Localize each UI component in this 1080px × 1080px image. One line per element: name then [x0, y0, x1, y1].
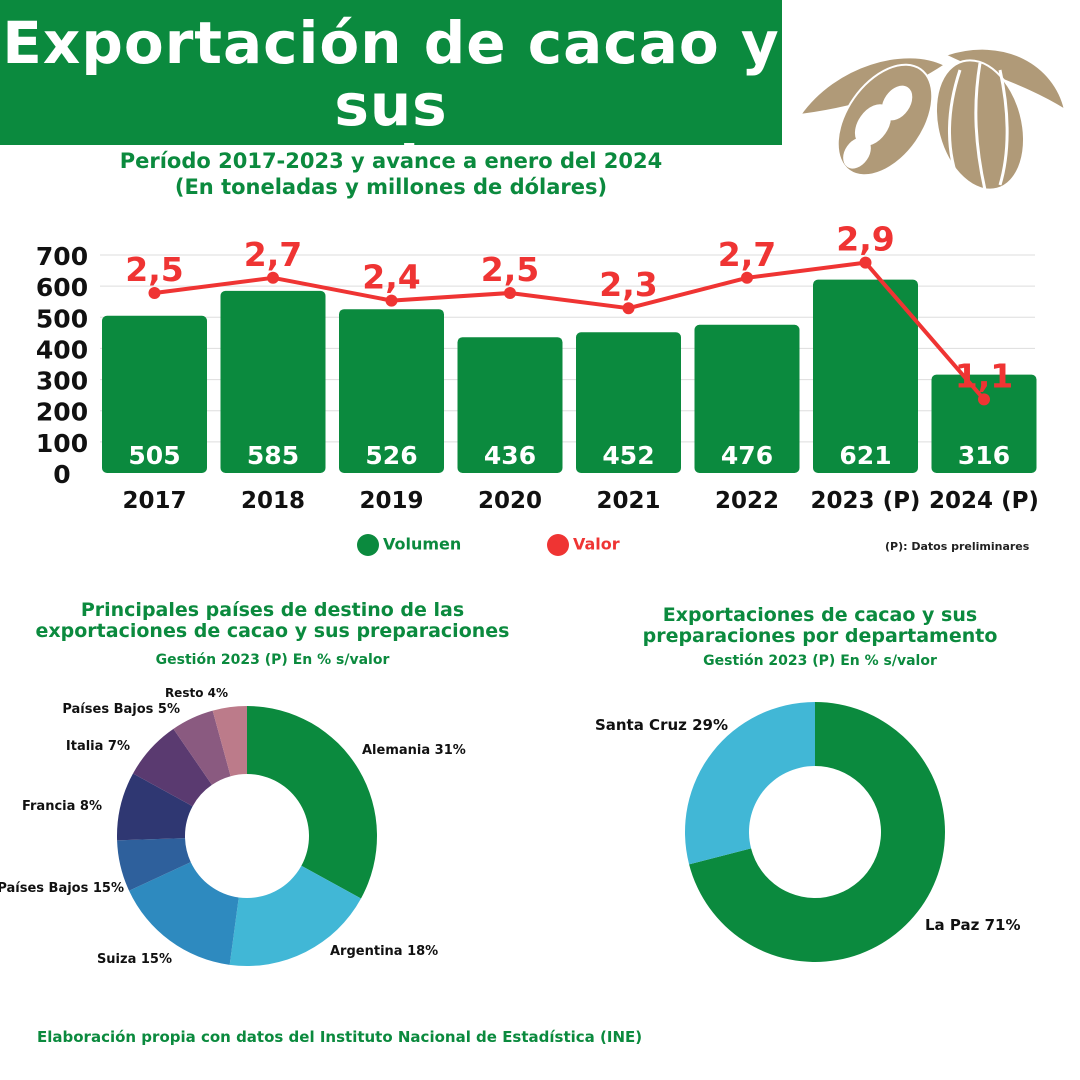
bar-2018 — [220, 290, 326, 473]
destination-title-line-1: Principales países de destino de las — [80, 599, 465, 621]
valor-point — [978, 393, 990, 406]
slice-argentina — [229, 865, 362, 966]
y-tick-label: 500 — [36, 304, 88, 333]
destination-title-line-2: exportaciones de cacao y sus preparacion… — [35, 620, 510, 642]
cacao-pod-icon — [797, 31, 1067, 190]
bar-2019 — [339, 309, 444, 473]
department-title-line-1: Exportaciones de cacao y sus — [662, 604, 978, 626]
bar-2021 — [576, 332, 681, 473]
valor-point — [385, 294, 398, 307]
bar-2017 — [102, 315, 207, 473]
valor-point — [741, 271, 753, 284]
bar-value-label: 526 — [365, 441, 417, 470]
bar-value-label: 476 — [721, 441, 773, 470]
slice-label: Suiza 15% — [97, 952, 172, 967]
bar-2024 (P) — [931, 374, 1037, 473]
slice-la — [689, 702, 945, 962]
chart-subtitle: Período 2017-2023 y avance a enero del 2… — [0, 148, 782, 200]
source-footer: Elaboración propia con datos del Institu… — [37, 1028, 643, 1046]
legend-valor-marker — [547, 534, 569, 556]
slice-label: Resto 4% — [165, 686, 228, 700]
valor-label: 2,3 — [599, 265, 657, 304]
preliminary-note: (P): Datos preliminares — [885, 540, 1030, 553]
slice-resto — [212, 706, 247, 777]
valor-line — [154, 260, 986, 401]
bar-2023 (P) — [813, 279, 918, 473]
slice-label: Países Bajos 5% — [62, 702, 180, 717]
valor-label: 2,7 — [718, 235, 776, 274]
destination-chart-subtitle: Gestión 2023 (P) En % s/valor — [155, 652, 390, 668]
y-tick-label: 100 — [36, 429, 88, 458]
title-line-2: preparaciones en Bolivia — [99, 133, 683, 263]
legend-volumen-marker — [357, 534, 379, 556]
slice-francia — [116, 773, 193, 841]
valor-point — [859, 256, 872, 269]
slice-países — [173, 710, 231, 785]
bar-value-label: 505 — [128, 441, 180, 470]
valor-label: 1,1 — [955, 356, 1013, 395]
y-tick-label: 700 — [36, 242, 88, 271]
department-title-line-2: preparaciones por departamento — [642, 625, 998, 647]
y-tick-label: 300 — [36, 367, 88, 396]
slice-label: Italia 7% — [66, 739, 130, 754]
legend-volumen-label: Volumen — [383, 534, 462, 554]
x-tick-label: 2024 (P) — [929, 488, 1039, 514]
destination-chart-title: Principales países de destino de las exp… — [20, 600, 525, 642]
department-chart-subtitle: Gestión 2023 (P) En % s/valor — [703, 653, 937, 669]
legend-valor: Valor — [547, 534, 620, 556]
x-tick-label: 2023 (P) — [811, 488, 921, 514]
valor-label: 2,9 — [836, 220, 894, 259]
bar-value-label: 585 — [247, 441, 299, 470]
bar-value-label: 316 — [958, 441, 1010, 470]
page-title: Exportación de cacao y sus preparaciones… — [0, 0, 782, 260]
slice-santa — [685, 702, 815, 865]
x-tick-label: 2019 — [359, 488, 423, 514]
bar-value-label: 621 — [839, 441, 891, 470]
valor-point — [504, 287, 516, 299]
legend-volumen: Volumen — [357, 534, 461, 556]
x-tick-label: 2018 — [241, 488, 305, 514]
valor-label: 2,4 — [362, 258, 420, 297]
x-tick-label: 2021 — [596, 488, 660, 514]
subtitle-line-1: Período 2017-2023 y avance a enero del 2… — [119, 149, 663, 173]
destination-donut-chart: Alemania 31% Argentina 18% Suiza 15% Países… — [0, 686, 466, 967]
valor-label: 2,7 — [244, 235, 302, 274]
slice-label: Alemania 31% — [362, 743, 466, 758]
valor-label: 2,5 — [481, 250, 539, 289]
slice-alemania — [247, 706, 377, 899]
slice-label: Argentina 18% — [330, 944, 438, 959]
department-chart-title: Exportaciones de cacao y sus preparacion… — [575, 605, 1065, 647]
department-donut-chart: La Paz 71% Santa Cruz 29% — [595, 702, 1020, 962]
bar-value-label: 452 — [602, 441, 654, 470]
bar-2020 — [457, 337, 563, 473]
slice-países — [117, 838, 191, 891]
valor-point — [622, 302, 635, 315]
slice-italia — [132, 728, 212, 807]
bar-2022 — [694, 324, 800, 473]
x-tick-label: 2022 — [715, 488, 779, 514]
valor-label: 2,5 — [125, 250, 183, 289]
slice-suiza — [129, 862, 239, 965]
x-tick-label: 2017 — [122, 488, 186, 514]
y-tick-label: 600 — [36, 273, 88, 302]
slice-label: Países Bajos 15% — [0, 881, 124, 896]
bar-value-label: 436 — [484, 441, 536, 470]
y-tick-label: 0 — [53, 460, 70, 489]
valor-point — [148, 287, 161, 299]
slice-label: Francia 8% — [22, 799, 102, 814]
valor-point — [267, 271, 279, 284]
x-tick-label: 2020 — [478, 488, 542, 514]
title-banner — [0, 0, 782, 145]
y-tick-label: 400 — [36, 335, 88, 364]
y-tick-label: 200 — [36, 398, 88, 427]
subtitle-line-2: (En toneladas y millones de dólares) — [174, 175, 608, 199]
slice-label: Santa Cruz 29% — [595, 716, 728, 734]
legend-valor-label: Valor — [573, 534, 620, 554]
slice-label: La Paz 71% — [925, 916, 1020, 934]
title-line-1: Exportación de cacao y sus — [2, 9, 780, 139]
